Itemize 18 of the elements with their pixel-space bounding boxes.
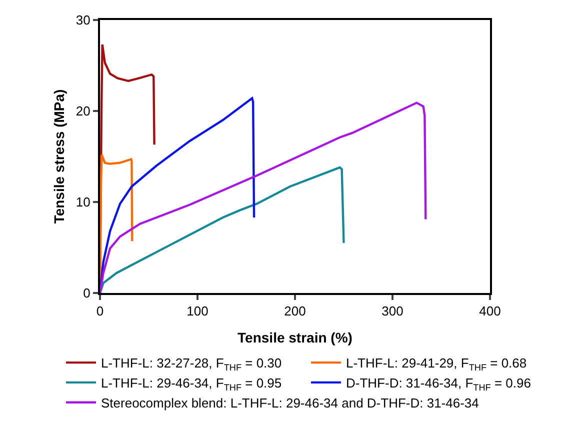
x-tick-label: 100 bbox=[186, 304, 208, 319]
y-tick-label: 20 bbox=[76, 104, 90, 119]
line-series bbox=[100, 166, 345, 293]
x-tick-label: 400 bbox=[479, 304, 501, 319]
y-tick-label: 30 bbox=[76, 12, 90, 28]
y-tick-label: 0 bbox=[83, 286, 90, 301]
x-tick-label: 0 bbox=[96, 304, 104, 319]
legend-label: L-THF-L: 29-46-34, F$_{THF}$ = 0.95 bbox=[101, 376, 282, 392]
legend-label: D-THF-D: 31-46-34, F$_{THF}$ = 0.96 bbox=[346, 376, 531, 392]
x-axis-title: Tensile strain (%) bbox=[238, 329, 352, 346]
line-series bbox=[100, 102, 427, 293]
y-axis-title: Tensile stress (MPa) bbox=[51, 89, 68, 224]
legend-label: L-THF-L: 29-41-29, F$_{THF}$ = 0.68 bbox=[346, 356, 527, 372]
x-tick-label: 200 bbox=[284, 304, 306, 319]
x-tick-label: 300 bbox=[382, 304, 404, 319]
y-tick-label: 10 bbox=[76, 194, 90, 210]
legend-label: L-THF-L: 32-27-28, F$_{THF}$ = 0.30 bbox=[101, 356, 282, 372]
legend-label: Stereocomplex blend: L-THF-L: 29-46-34 and D-THF-D: 31-46-34 bbox=[101, 395, 479, 410]
